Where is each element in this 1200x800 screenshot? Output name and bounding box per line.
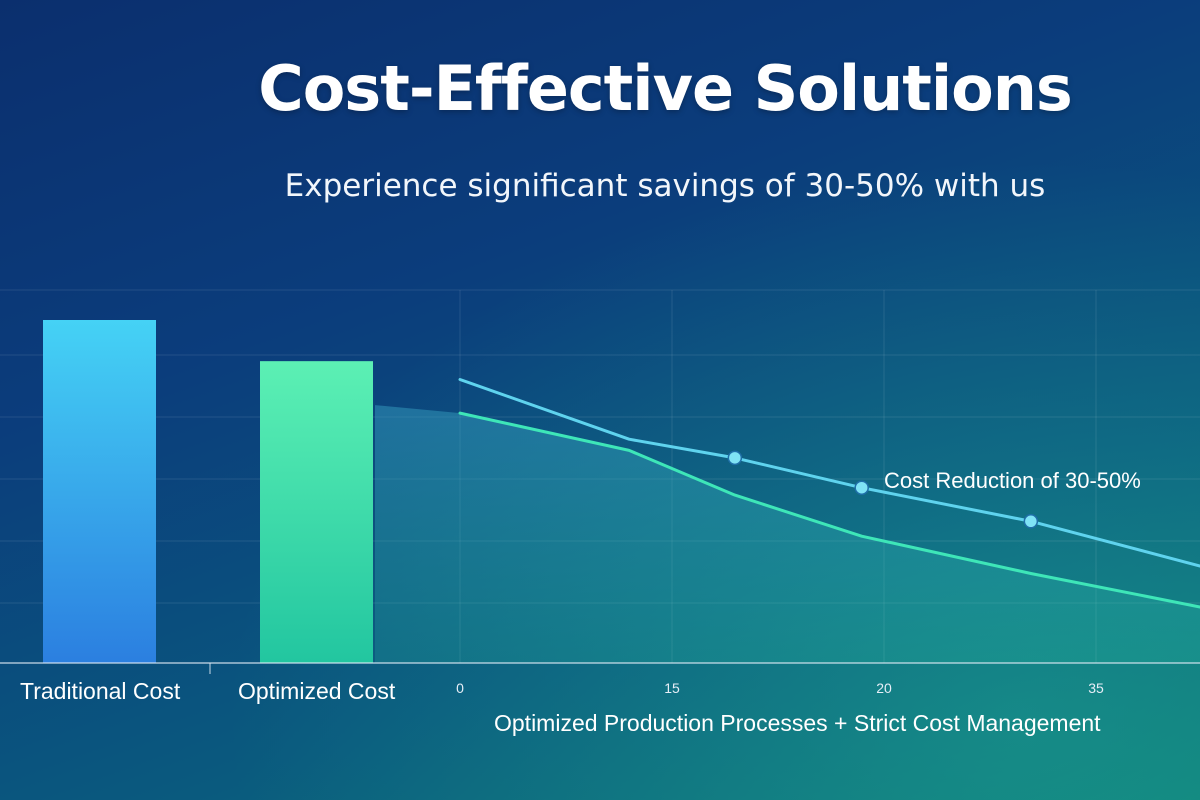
bar-label-traditional: Traditional Cost [20,678,181,704]
chart-caption: Optimized Production Processes + Strict … [494,710,1101,736]
bar [260,361,373,663]
x-tick-label: 0 [456,680,464,696]
cost-reduction-annotation: Cost Reduction of 30-50% [884,468,1141,493]
bar-label-optimized: Optimized Cost [238,678,396,704]
page-title: Cost-Effective Solutions [258,52,1073,125]
area-fill [375,405,1200,663]
x-tick-label: 20 [876,680,892,696]
data-point [1023,514,1039,529]
series-line [458,411,1200,609]
page-subtitle: Experience significant savings of 30-50%… [284,168,1046,204]
bar-layer [43,320,373,663]
data-point [854,480,869,495]
x-tick-label: 15 [664,680,680,696]
line-layer [458,378,1200,609]
x-tick-label: 35 [1088,680,1104,696]
data-point [727,450,743,466]
series-line [458,378,1200,568]
area-layer [375,405,1200,663]
bar [43,320,156,663]
